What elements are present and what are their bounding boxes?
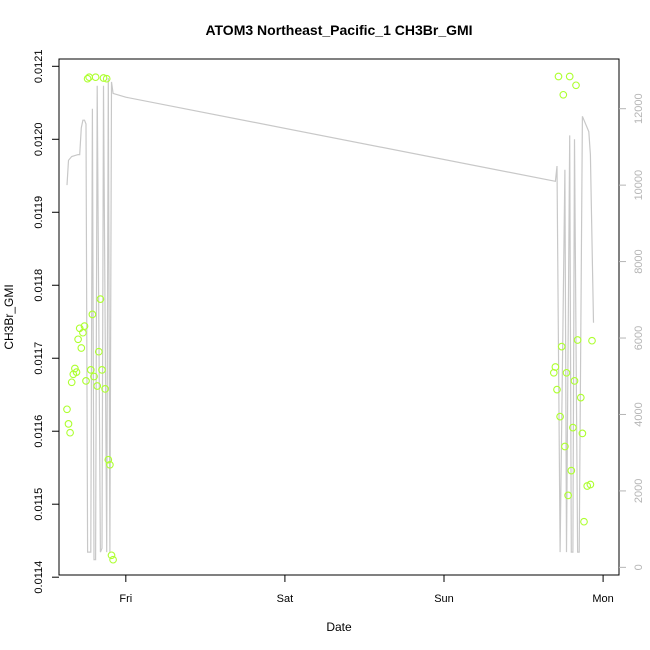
y-tick-label: 0.0121 (33, 49, 45, 83)
data-point (565, 72, 574, 81)
data-point (562, 368, 571, 377)
data-point (88, 310, 97, 319)
data-point (94, 347, 103, 356)
y-axis: 0.0114 0.0115 0.0116 0.0117 0.0118 0.0119 0.01… (33, 49, 59, 594)
x-axis-label: Date (326, 620, 352, 634)
data-point (107, 551, 116, 560)
data-point (101, 385, 109, 393)
data-point (72, 368, 81, 376)
altitude-line (66, 78, 595, 561)
data-point (64, 420, 73, 428)
data-point (90, 372, 98, 381)
y-tick-label: 0.0119 (33, 196, 45, 229)
data-point (106, 460, 114, 469)
y2-tick-label: 2000 (633, 479, 645, 503)
data-point (551, 363, 560, 371)
data-point (104, 455, 113, 464)
y-tick-label: 0.0118 (33, 269, 45, 302)
data-point (93, 382, 102, 390)
data-point (99, 74, 108, 82)
data-point (77, 344, 86, 352)
y2-tick-label: 8000 (633, 249, 645, 273)
y2-tick-label: 4000 (633, 402, 645, 426)
data-point (580, 517, 588, 526)
data-point (63, 405, 71, 414)
data-point (578, 429, 587, 438)
data-point (556, 412, 564, 421)
y2-tick-label: 10000 (633, 170, 645, 201)
data-point (102, 74, 111, 83)
data-point (559, 90, 568, 99)
data-point (74, 335, 82, 344)
data-point (66, 428, 74, 437)
data-point (554, 72, 563, 81)
data-point (570, 377, 579, 385)
points-layer (63, 72, 596, 564)
data-point (572, 81, 580, 90)
data-point (586, 480, 595, 489)
y2-tick-label: 6000 (633, 326, 645, 350)
chart-title: ATOM3 Northeast_Pacific_1 CH3Br_GMI (205, 22, 472, 38)
data-point (71, 364, 79, 373)
y-tick-label: 0.0116 (33, 415, 45, 448)
plot-frame (58, 58, 620, 576)
data-point (83, 74, 92, 83)
data-point (91, 73, 100, 82)
data-point (82, 377, 90, 385)
altitude-line-layer (66, 78, 595, 561)
data-point (588, 336, 596, 345)
right-axis: 0 2000 4000 6000 8000 10000 12000 (619, 93, 645, 570)
data-point (553, 385, 561, 394)
y-tick-label: 0.0120 (33, 122, 45, 156)
data-point (561, 442, 569, 451)
data-point (80, 322, 89, 330)
y2-tick-label: 0 (633, 564, 645, 570)
data-point (109, 555, 117, 564)
data-point (573, 336, 582, 344)
x-tick-label: Sun (434, 593, 454, 605)
y-tick-label: 0.0115 (33, 488, 45, 521)
data-point (67, 378, 76, 387)
y-tick-label: 0.0117 (33, 342, 45, 375)
x-tick-label: Mon (592, 593, 613, 605)
data-point (96, 295, 105, 303)
data-point (576, 393, 585, 402)
data-point (86, 366, 95, 374)
x-tick-label: Fri (119, 593, 132, 605)
y-tick-label: 0.0114 (33, 561, 45, 594)
data-point (567, 466, 576, 475)
data-point (557, 342, 566, 351)
x-axis: Fri Sat Sun Mon (119, 575, 614, 605)
y2-tick-label: 12000 (633, 93, 645, 124)
data-point (564, 491, 572, 500)
data-point (98, 366, 106, 374)
data-point (569, 423, 577, 432)
data-point (85, 73, 94, 82)
x-tick-label: Sat (277, 593, 294, 605)
y-axis-label: CH3Br_GMI (2, 284, 16, 349)
